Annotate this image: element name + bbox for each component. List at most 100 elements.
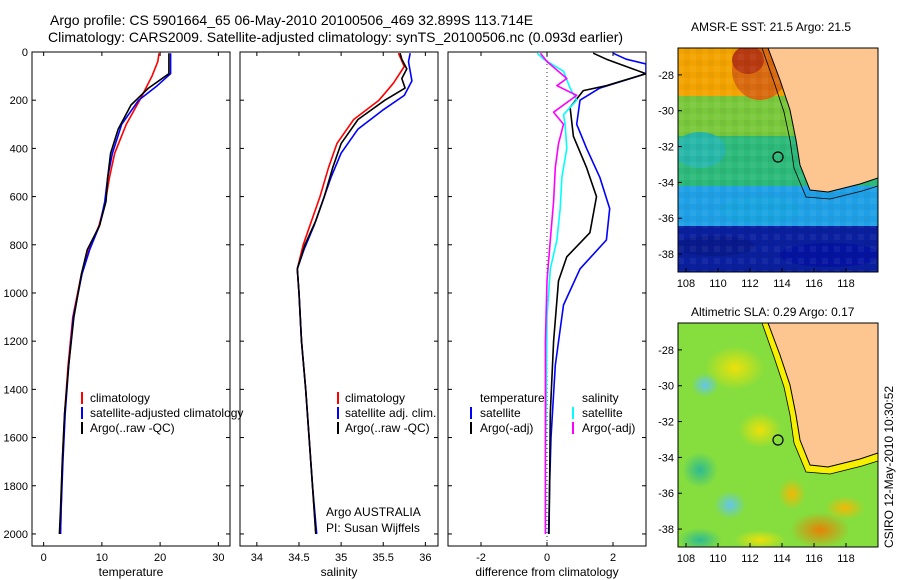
sla-coastline — [767, 323, 878, 468]
difference-series-2 — [536, 52, 578, 534]
difference-series-group — [536, 52, 646, 535]
argo-credit-line2: PI: Susan Wijffels — [326, 521, 420, 535]
map-x-tick-label: 112 — [741, 278, 759, 290]
sst-map-title: AMSR-E SST: 21.5 Argo: 21.5 — [691, 20, 851, 34]
map-y-tick-label: -30 — [658, 381, 674, 393]
y-tick-label: 800 — [10, 240, 28, 252]
y-tick-label: 1600 — [4, 433, 28, 445]
x-tick-label: 35.5 — [373, 552, 394, 564]
difference-xlabel: difference from climatology — [475, 565, 618, 579]
map-x-tick-label: 110 — [709, 553, 727, 565]
map-x-tick-label: 108 — [677, 553, 695, 565]
salinity-axes-frame — [239, 51, 439, 547]
header-line1: Argo profile: CS 5901664_65 06-May-2010 … — [50, 12, 533, 28]
map-x-tick-label: 116 — [805, 278, 823, 290]
map-x-tick-label: 108 — [677, 278, 695, 290]
y-tick-label: 1000 — [4, 288, 28, 300]
header-line2: Climatology: CARS2009. Satellite-adjuste… — [48, 29, 623, 45]
y-tick-label: 0 — [22, 47, 28, 59]
y-tick-label: 1400 — [4, 384, 28, 396]
sla-field — [678, 323, 878, 547]
sla-map: Altimetric SLA: 0.29 Argo: 0.17 108 110 11… — [658, 305, 896, 565]
x-tick-label: 2 — [610, 552, 616, 564]
legend-label-satellite-sal: satellite — [582, 406, 623, 420]
sst-map: AMSR-E SST: 21.5 Argo: 21.5 108 110 112 114… — [658, 20, 879, 290]
map-x-tick-label: 118 — [837, 553, 855, 565]
salinity-series-group — [296, 52, 413, 535]
argo-credit-line1: Argo AUSTRALIA — [326, 505, 421, 519]
sst-coastline — [767, 48, 878, 193]
sst-field — [678, 48, 878, 272]
map-y-tick-label: -36 — [658, 488, 674, 500]
sla-land — [768, 323, 878, 467]
difference-series-0 — [547, 52, 646, 535]
difference-series-3 — [539, 52, 578, 534]
temperature-xlabel: temperature — [99, 565, 164, 579]
x-tick-label: 20 — [154, 552, 166, 564]
x-tick-label: 0 — [544, 552, 550, 564]
legend-label-satellite: satellite adj. clim. — [345, 406, 436, 420]
salinity-legend: climatology satellite adj. clim. Argo(..… — [326, 391, 436, 535]
temperature-legend: climatology satellite-adjusted climatolo… — [81, 391, 243, 435]
map-y-tick-label: -32 — [658, 417, 674, 429]
map-x-tick-label: 118 — [837, 278, 855, 290]
sst-map-frame — [677, 47, 879, 273]
salinity-series-2 — [296, 52, 408, 535]
sla-map-ticks: 108 110 112 114 116 118 -28 -30 -32 -34 -36 -38 — [658, 345, 855, 565]
difference-series-1 — [548, 52, 646, 535]
temperature-series-group — [58, 53, 172, 535]
map-y-tick-label: -28 — [658, 70, 674, 82]
map-y-tick-label: -30 — [658, 106, 674, 118]
map-y-tick-label: -36 — [658, 213, 674, 225]
temperature-series-2 — [58, 53, 170, 535]
sla-isobath — [761, 323, 878, 475]
x-tick-label: 10 — [96, 552, 108, 564]
map-x-tick-label: 116 — [805, 553, 823, 565]
salinity-panel: 34 34.5 35 35.5 36 salinity — [239, 51, 439, 579]
x-tick-label: 36 — [419, 552, 431, 564]
x-tick-label: 34 — [251, 552, 263, 564]
sst-land — [768, 48, 878, 192]
map-y-tick-label: -34 — [658, 452, 674, 464]
map-x-tick-label: 114 — [773, 553, 791, 565]
x-tick-label: 0 — [41, 552, 47, 564]
y-tick-label: 600 — [10, 192, 28, 204]
map-x-tick-label: 110 — [709, 278, 727, 290]
x-tick-label: 34.5 — [288, 552, 309, 564]
x-tick-label: -2 — [476, 552, 486, 564]
x-tick-label: 30 — [212, 552, 224, 564]
legend-label-climatology: climatology — [345, 391, 405, 405]
map-y-tick-label: -38 — [658, 249, 674, 261]
legend-label-argo-sal: Argo(-adj) — [582, 421, 635, 435]
legend-label-argo: Argo(..raw -QC) — [345, 421, 430, 435]
legend-label-argo-temp: Argo(-adj) — [480, 421, 533, 435]
x-tick-label: 35 — [335, 552, 347, 564]
sla-float-marker — [772, 434, 784, 446]
legend-label-satellite: satellite-adjusted climatology — [90, 406, 243, 420]
map-x-tick-label: 114 — [773, 278, 791, 290]
sst-isobath — [761, 48, 878, 200]
map-y-tick-label: -32 — [658, 142, 674, 154]
csiro-timestamp: CSIRO 12-May-2010 10:30:52 — [882, 386, 896, 548]
salinity-xlabel: salinity — [321, 565, 358, 579]
map-y-tick-label: -28 — [658, 345, 674, 357]
legend-label-argo: Argo(..raw -QC) — [90, 421, 175, 435]
map-y-tick-label: -34 — [658, 177, 674, 189]
temperature-axes-frame — [31, 51, 231, 547]
y-tick-label: 1200 — [4, 336, 28, 348]
y-tick-label: 1800 — [4, 481, 28, 493]
legend-label-climatology: climatology — [90, 391, 150, 405]
sst-float-marker — [772, 151, 784, 163]
legend-heading-temperature: temperature — [480, 391, 545, 405]
y-tick-label: 400 — [10, 143, 28, 155]
legend-heading-salinity: salinity — [582, 391, 619, 405]
map-y-tick-label: -38 — [658, 524, 674, 536]
sst-map-ticks: 108 110 112 114 116 118 -28 -30 -32 -34 -36 -38 — [658, 70, 855, 290]
sla-map-frame — [677, 322, 879, 548]
temperature-panel: 0 10 20 30 0 200 400 600 800 1000 1200 1400 1600 1800… — [4, 47, 231, 579]
y-tick-label: 200 — [10, 95, 28, 107]
legend-label-satellite-temp: satellite — [480, 406, 521, 420]
sla-map-title: Altimetric SLA: 0.29 Argo: 0.17 — [691, 305, 855, 319]
